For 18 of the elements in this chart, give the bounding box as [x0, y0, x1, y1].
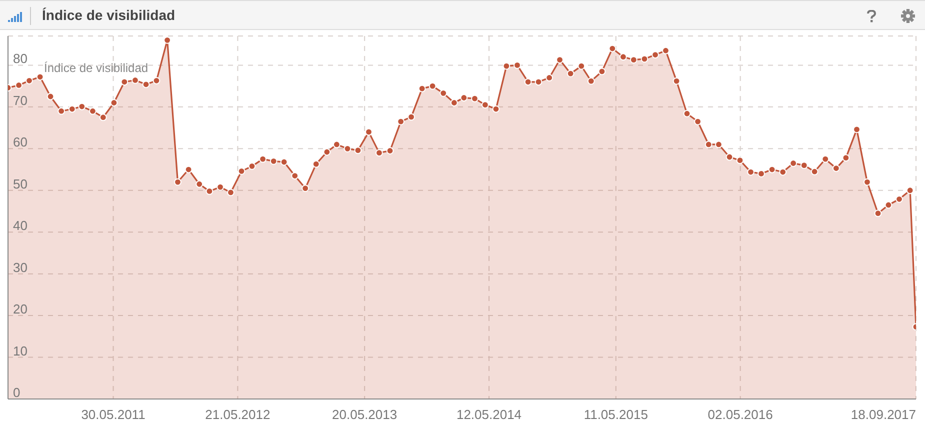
legend-title: Índice de visibilidad	[44, 61, 148, 75]
x-tick-label: 21.05.2012	[205, 407, 270, 422]
y-tick-label: 0	[13, 385, 20, 400]
x-tick-label: 20.05.2013	[332, 407, 398, 422]
y-tick-label: 80	[13, 51, 28, 66]
y-tick-label: 20	[13, 302, 28, 317]
x-tick-label: 02.05.2016	[708, 407, 773, 422]
y-tick-label: 60	[13, 134, 28, 150]
y-tick-label: 10	[13, 343, 28, 358]
y-tick-label: 40	[13, 218, 28, 234]
x-tick-label: 11.05.2015	[584, 407, 648, 422]
x-tick-label: 18.09.2017	[850, 407, 916, 422]
y-tick-label: 50	[13, 176, 28, 192]
y-tick-label: 70	[13, 92, 28, 108]
x-tick-label: 12.05.2014	[456, 407, 522, 422]
y-tick-label: 30	[13, 260, 28, 275]
x-tick-label: 30.05.2011	[81, 407, 146, 422]
chart-title: Índice de visibilidad	[42, 7, 176, 23]
